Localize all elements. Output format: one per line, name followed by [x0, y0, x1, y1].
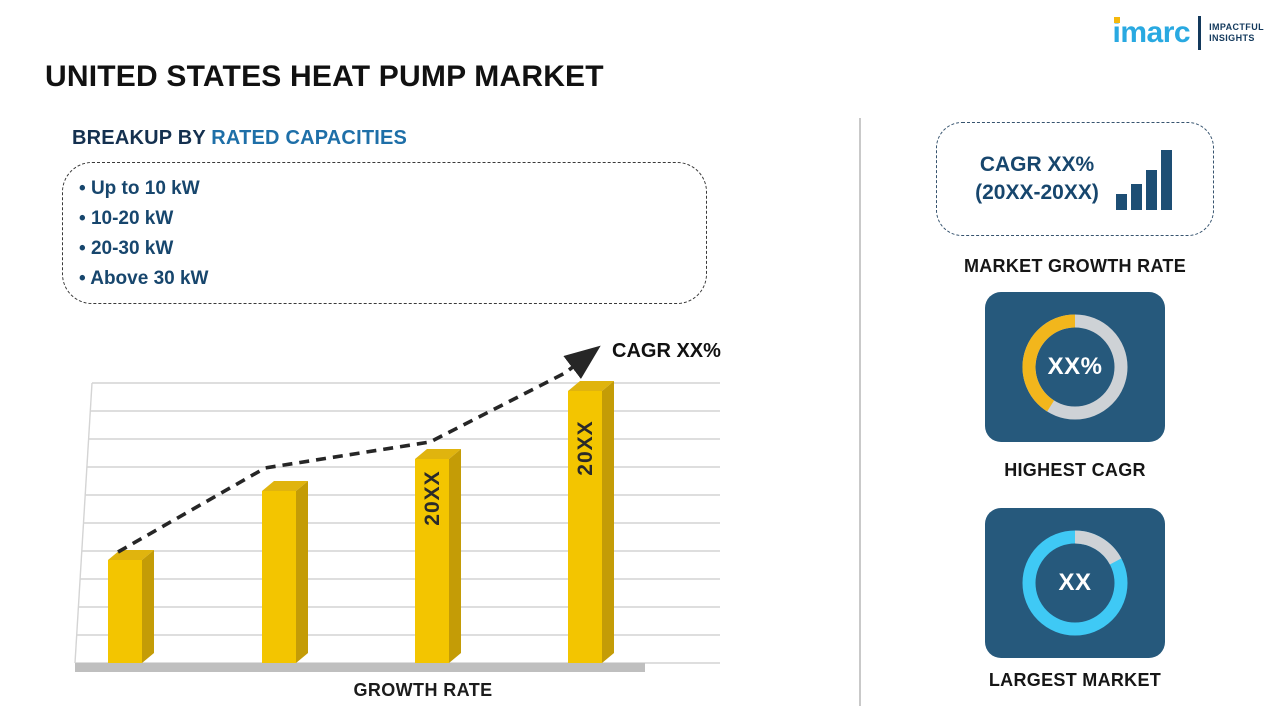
- largest-market-donut: [1022, 530, 1128, 636]
- cagr-summary-text: CAGR XX% (20XX-20XX): [975, 151, 1099, 208]
- logo-letter-i: i: [1112, 16, 1121, 49]
- bar-3-side: [449, 449, 461, 663]
- trend-annotation: CAGR XX%: [612, 340, 721, 362]
- highest-cagr-label: HIGHEST CAGR: [1004, 460, 1146, 480]
- logo-divider-bar: [1198, 16, 1202, 50]
- highest-cagr-value: XX%: [1047, 353, 1103, 380]
- bar-4-year-label: 20XX: [574, 420, 597, 475]
- list-item: 20-30 kW: [79, 234, 696, 264]
- highest-cagr-donut: [1022, 314, 1128, 420]
- trend-arrow: [117, 345, 601, 554]
- market-growth-rate-label: MARKET GROWTH RATE: [963, 256, 1187, 276]
- bar-chart-icon: [1115, 150, 1172, 210]
- list-item: Up to 10 kW: [79, 174, 696, 204]
- bar-4-side: [602, 381, 614, 663]
- cagr-summary-box: CAGR XX% (20XX-20XX): [936, 122, 1214, 236]
- logo-tagline: IMPACTFUL INSIGHTS: [1209, 22, 1264, 45]
- growth-bar-chart-svg: 20XX 20XX: [74, 345, 720, 672]
- bar-2-side: [296, 481, 308, 663]
- list-item: 10-20 kW: [79, 204, 696, 234]
- largest-market-label: LARGEST MARKET: [988, 670, 1162, 690]
- bar-2: [262, 491, 296, 663]
- breakup-heading-highlight: RATED CAPACITIES: [211, 127, 408, 149]
- largest-market-value: XX: [1058, 569, 1092, 596]
- bar-1-side: [142, 550, 154, 663]
- breakup-list-box: Up to 10 kW 10-20 kW 20-30 kW Above 30 k…: [62, 162, 707, 304]
- section-divider: [859, 118, 861, 706]
- bar-4: [568, 391, 602, 663]
- logo-tagline-line2: INSIGHTS: [1209, 33, 1255, 43]
- highest-cagr-card: XX%: [985, 292, 1165, 442]
- breakup-heading: BREAKUP BY RATED CAPACITIES: [72, 127, 407, 150]
- logo-tagline-line1: IMPACTFUL: [1209, 21, 1264, 32]
- chart-gridlines: [74, 382, 720, 664]
- chart-floor: [75, 663, 645, 672]
- cagr-summary-line1: CAGR XX%: [979, 152, 1095, 176]
- logo-letters-rest: marc: [1120, 16, 1191, 49]
- bar-3-year-label: 20XX: [421, 470, 444, 525]
- bar-3: [415, 459, 449, 663]
- bar-2-top: [262, 481, 308, 491]
- page-title: UNITED STATES HEAT PUMP MARKET: [45, 60, 604, 93]
- x-axis-label: GROWTH RATE: [353, 680, 493, 700]
- largest-market-card: XX: [985, 508, 1165, 658]
- imarc-logo: imarc IMPACTFUL INSIGHTS: [1113, 16, 1265, 50]
- imarc-logo-wordmark: imarc: [1113, 18, 1191, 48]
- bar-series: 20XX 20XX: [108, 381, 614, 663]
- bar-4-top: [568, 381, 614, 391]
- cagr-summary-line2: (20XX-20XX): [975, 181, 1099, 204]
- bar-3-top: [415, 449, 461, 459]
- list-item: Above 30 kW: [79, 264, 696, 294]
- growth-bar-chart: 20XX 20XX: [55, 338, 745, 703]
- bar-1: [108, 560, 142, 663]
- breakup-heading-prefix: BREAKUP BY: [72, 127, 212, 149]
